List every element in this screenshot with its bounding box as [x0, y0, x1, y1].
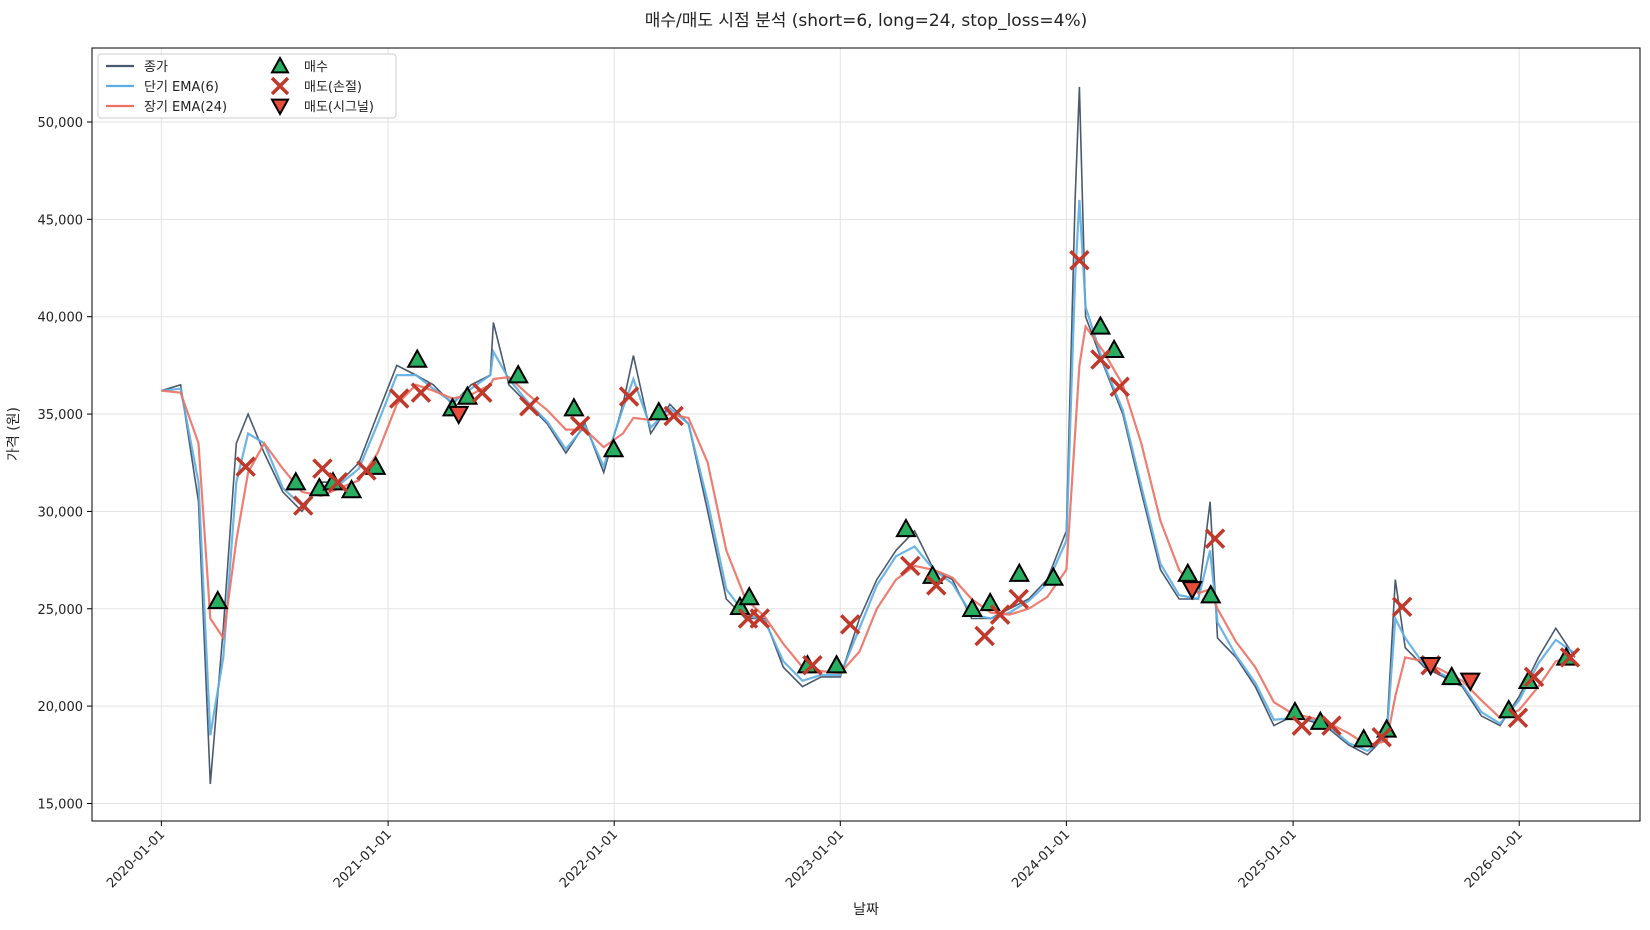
trade-marker: [1181, 581, 1203, 601]
trade-marker: [1200, 584, 1222, 604]
marks: [161, 86, 1581, 785]
trade-marker: [235, 456, 256, 477]
trade-marker: [507, 364, 529, 384]
trade-marker: [327, 471, 349, 493]
trade-marker: [472, 382, 493, 403]
trade-marker: [1375, 718, 1398, 738]
legend-swatch: [270, 98, 290, 117]
x-tick-label: 2020-01-01: [104, 827, 168, 891]
trade-marker: [895, 517, 917, 538]
trade-marker: [519, 396, 540, 417]
trade-marker: [308, 476, 331, 497]
trade-marker: [207, 589, 229, 610]
trade-marker: [1391, 596, 1413, 618]
x-tick-label: 2024-01-01: [1009, 827, 1073, 891]
trade-marker: [648, 401, 670, 421]
trade-marker: [961, 597, 983, 617]
trade-marker: [1204, 528, 1226, 549]
trade-marker: [448, 405, 470, 426]
trade-marker: [563, 397, 585, 417]
x-tick-label: 2025-01-01: [1236, 827, 1300, 891]
trade-marker: [410, 382, 432, 403]
trade-marker: [839, 614, 861, 635]
price-line: [161, 323, 1576, 747]
trade-marker: [1291, 715, 1313, 736]
trade-marker: [729, 595, 751, 616]
trade-marker: [618, 386, 640, 407]
trade-marker: [406, 348, 428, 368]
trade-marker: [1090, 349, 1111, 370]
plot-frame: [91, 47, 1641, 822]
trade-marker: [749, 608, 771, 629]
trade-marker: [1321, 715, 1342, 736]
trade-marker: [569, 415, 591, 436]
trade-marker: [974, 625, 995, 647]
trade-marker: [738, 586, 760, 606]
trade-marker: [1559, 647, 1581, 668]
trade-marker: [989, 604, 1011, 625]
x-tick-label: 2023-01-01: [783, 827, 847, 891]
trade-marker: [1008, 588, 1029, 610]
trade-marker: [1459, 672, 1481, 692]
x-tick-label: 2022-01-01: [557, 827, 621, 891]
legend-label: 단기 EMA(6): [144, 80, 219, 95]
y-tick-label: 15,000: [38, 797, 84, 812]
x-axis-label: 날짜: [853, 902, 879, 918]
trade-marker: [825, 654, 848, 674]
trade-marker: [979, 591, 1001, 612]
trade-marker: [1069, 249, 1090, 271]
trade-marker: [1089, 315, 1112, 335]
y-tick-label: 20,000: [38, 700, 84, 715]
trade-marker: [456, 385, 479, 405]
trade-marker: [1177, 562, 1199, 582]
y-tick-label: 45,000: [38, 213, 84, 228]
y-tick-label: 50,000: [38, 116, 84, 131]
legend-label: 매도(시그널): [304, 100, 374, 115]
trade-marker: [285, 471, 307, 491]
trade-marker: [1523, 666, 1545, 688]
trade-marker: [900, 555, 921, 577]
legend-swatch: [270, 55, 290, 74]
y-tick-label: 30,000: [38, 505, 84, 520]
trade-marker: [602, 438, 625, 458]
legend-swatch: [270, 76, 290, 96]
trade-marker: [1353, 728, 1375, 748]
trade-marker: [926, 575, 947, 596]
y-tick-label: 35,000: [38, 408, 84, 423]
y-tick-label: 25,000: [38, 603, 84, 618]
legend-box: [97, 53, 397, 119]
legend-label: 매수: [304, 60, 328, 75]
trade-marker: [1008, 562, 1031, 582]
legend-label: 종가: [144, 60, 168, 75]
price-line: [161, 86, 1576, 785]
trade-marker: [1109, 376, 1130, 398]
legend-label: 매도(손절): [304, 80, 362, 95]
trade-marker: [1419, 657, 1442, 677]
trade-marker: [802, 654, 823, 676]
trade-marker: [389, 388, 410, 409]
x-tick-label: 2026-01-01: [1462, 827, 1526, 891]
trade-marker: [1507, 707, 1529, 729]
trade-marker: [1042, 566, 1065, 586]
x-tick-label: 2021-01-01: [331, 827, 395, 891]
y-tick-label: 40,000: [38, 311, 84, 326]
y-axis-label: 가격 (원): [6, 407, 22, 461]
trade-marker: [292, 495, 314, 516]
trade-marker: [1103, 338, 1125, 359]
trade-marker: [1440, 665, 1463, 686]
legend-label: 장기 EMA(24): [144, 100, 227, 115]
trade-marker: [1371, 727, 1392, 748]
chart-title: 매수/매도 시점 분석 (short=6, long=24, stop_loss…: [645, 11, 1088, 31]
trade-marker: [356, 460, 377, 481]
trade-marker: [663, 405, 684, 427]
